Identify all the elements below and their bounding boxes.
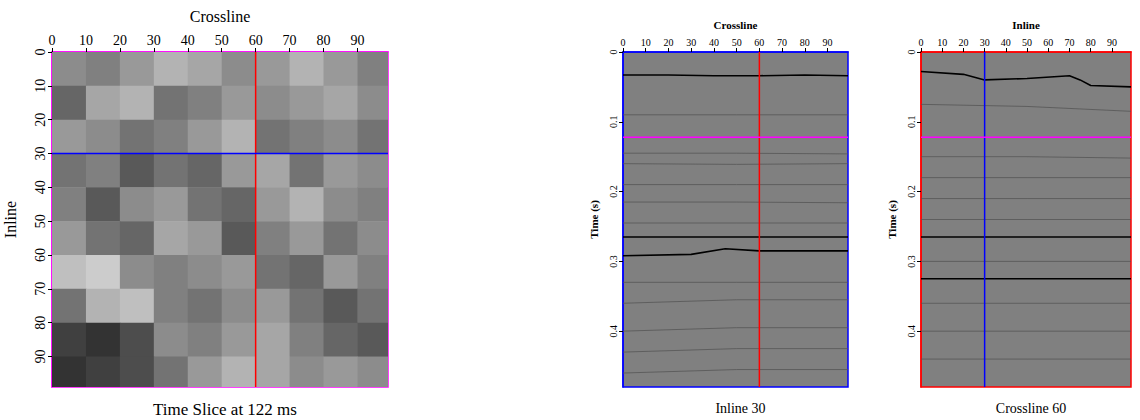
svg-text:20: 20 bbox=[663, 37, 673, 48]
svg-text:0.3: 0.3 bbox=[906, 255, 917, 268]
svg-text:20: 20 bbox=[113, 33, 127, 48]
svg-text:30: 30 bbox=[686, 37, 696, 48]
svg-text:0.2: 0.2 bbox=[608, 185, 619, 198]
svg-text:10: 10 bbox=[937, 37, 947, 48]
svg-text:0: 0 bbox=[919, 37, 924, 48]
svg-text:0.1: 0.1 bbox=[608, 116, 619, 129]
svg-text:50: 50 bbox=[1022, 37, 1032, 48]
svg-text:Time (s): Time (s) bbox=[588, 200, 601, 239]
svg-text:Crossline 60: Crossline 60 bbox=[996, 401, 1066, 416]
svg-text:0: 0 bbox=[49, 33, 56, 48]
svg-text:40: 40 bbox=[33, 180, 48, 194]
svg-text:40: 40 bbox=[1001, 37, 1011, 48]
svg-text:70: 70 bbox=[777, 37, 787, 48]
svg-text:90: 90 bbox=[1107, 37, 1117, 48]
svg-text:30: 30 bbox=[980, 37, 990, 48]
svg-text:90: 90 bbox=[33, 350, 48, 364]
svg-text:20: 20 bbox=[33, 113, 48, 127]
svg-text:80: 80 bbox=[800, 37, 810, 48]
svg-text:70: 70 bbox=[1064, 37, 1074, 48]
svg-text:10: 10 bbox=[641, 37, 651, 48]
svg-text:10: 10 bbox=[33, 79, 48, 93]
svg-text:70: 70 bbox=[33, 282, 48, 296]
svg-text:70: 70 bbox=[283, 33, 297, 48]
svg-text:50: 50 bbox=[215, 33, 229, 48]
svg-text:40: 40 bbox=[709, 37, 719, 48]
svg-text:Crossline: Crossline bbox=[190, 8, 250, 25]
svg-text:50: 50 bbox=[33, 214, 48, 228]
svg-text:10: 10 bbox=[79, 33, 93, 48]
svg-text:0.1: 0.1 bbox=[906, 116, 917, 129]
svg-text:60: 60 bbox=[754, 37, 764, 48]
svg-text:0: 0 bbox=[621, 37, 626, 48]
svg-text:40: 40 bbox=[181, 33, 195, 48]
svg-text:0.4: 0.4 bbox=[906, 325, 917, 338]
svg-text:0: 0 bbox=[608, 50, 619, 55]
svg-text:60: 60 bbox=[249, 33, 263, 48]
svg-text:50: 50 bbox=[732, 37, 742, 48]
svg-text:0: 0 bbox=[906, 50, 917, 55]
svg-text:30: 30 bbox=[147, 33, 161, 48]
svg-text:60: 60 bbox=[33, 248, 48, 262]
svg-text:Time Slice at 122 ms: Time Slice at 122 ms bbox=[153, 400, 297, 419]
svg-text:0.4: 0.4 bbox=[608, 325, 619, 338]
svg-text:Crossline: Crossline bbox=[714, 19, 758, 31]
svg-text:0.3: 0.3 bbox=[608, 255, 619, 268]
svg-text:0: 0 bbox=[33, 49, 48, 56]
svg-text:80: 80 bbox=[317, 33, 331, 48]
svg-text:90: 90 bbox=[823, 37, 833, 48]
svg-text:60: 60 bbox=[1043, 37, 1053, 48]
svg-text:20: 20 bbox=[958, 37, 968, 48]
svg-text:30: 30 bbox=[33, 147, 48, 161]
svg-text:80: 80 bbox=[33, 316, 48, 330]
svg-text:Inline 30: Inline 30 bbox=[715, 401, 765, 416]
svg-text:90: 90 bbox=[350, 33, 364, 48]
svg-text:80: 80 bbox=[1086, 37, 1096, 48]
svg-text:Inline: Inline bbox=[2, 201, 19, 238]
svg-text:Time (s): Time (s) bbox=[886, 200, 899, 239]
svg-text:Inline: Inline bbox=[1012, 19, 1040, 31]
svg-text:0.2: 0.2 bbox=[906, 185, 917, 198]
